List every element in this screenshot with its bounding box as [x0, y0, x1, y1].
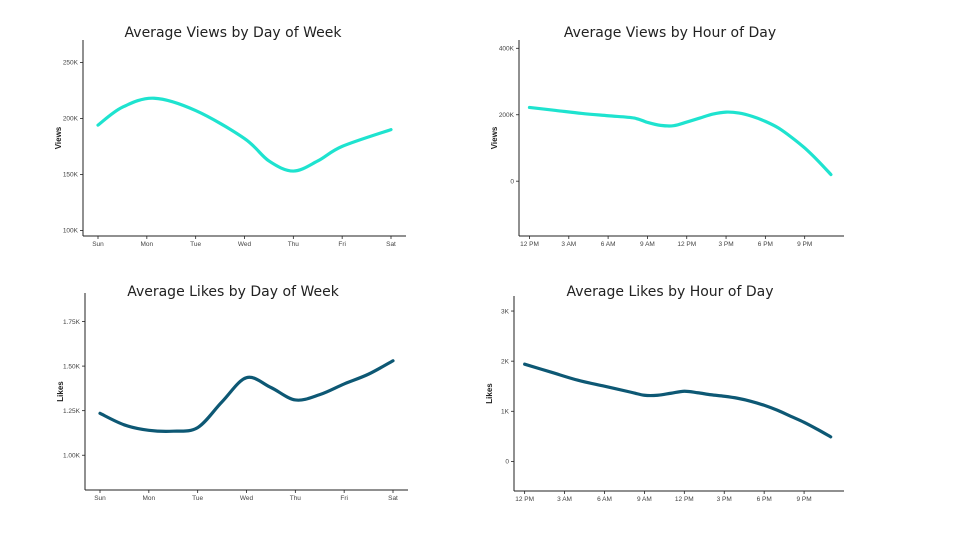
- chart-svg: Average Likes by Hour of Day 0 1K 2K 3K 12 PM…: [485, 284, 844, 503]
- y-tick-label: 200K: [499, 112, 515, 119]
- chart-likes-by-hour: Average Likes by Hour of Day 0 1K 2K 3K 12 PM…: [485, 276, 980, 551]
- y-tick-label: 250K: [63, 60, 79, 67]
- y-tick-label: 1.25K: [63, 408, 81, 415]
- y-tick-label: 1K: [501, 409, 510, 416]
- x-tick-label: Sat: [386, 241, 396, 248]
- y-tick-label: 200K: [63, 116, 79, 123]
- x-tick-label: 12 PM: [520, 241, 539, 248]
- y-tick-label: 0: [510, 178, 514, 185]
- x-tick-label: 9 AM: [637, 496, 652, 503]
- x-tick-label: 6 AM: [601, 241, 616, 248]
- x-tick-label: 9 PM: [796, 496, 811, 503]
- chart-svg: Average Views by Day of Week 100K 150K 200K…: [54, 25, 406, 248]
- x-tick-label: Tue: [192, 495, 203, 502]
- chart-svg: Average Views by Hour of Day 0 200K 400K 12 …: [490, 25, 844, 248]
- chart-views-by-day: Average Views by Day of Week 100K 150K 200K…: [0, 0, 490, 276]
- x-tick-label: 6 PM: [758, 241, 773, 248]
- x-tick-label: Sat: [388, 495, 398, 502]
- y-axis-title: Views: [54, 126, 63, 149]
- y-tick-label: 100K: [63, 228, 79, 235]
- x-tick-label: 9 PM: [797, 241, 812, 248]
- x-tick-label: Sun: [92, 241, 104, 248]
- chart-likes-by-day: Average Likes by Day of Week 1.00K 1.25K 1.…: [0, 276, 490, 551]
- y-axis-title: Likes: [56, 381, 65, 402]
- x-tick-label: 6 AM: [597, 496, 612, 503]
- y-tick-label: 2K: [501, 358, 510, 365]
- y-tick-label: 3K: [501, 308, 510, 315]
- x-tick-label: 9 AM: [640, 241, 655, 248]
- x-tick-label: 12 PM: [515, 496, 534, 503]
- x-tick-label: 3 AM: [557, 496, 572, 503]
- y-tick-label: 1.75K: [63, 319, 81, 326]
- x-tick-label: Tue: [190, 241, 201, 248]
- series-line: [98, 359, 395, 433]
- x-tick-label: 12 PM: [677, 241, 696, 248]
- x-tick-label: Thu: [288, 241, 300, 248]
- x-tick-label: 3 PM: [718, 241, 733, 248]
- y-tick-label: 1.00K: [63, 453, 81, 460]
- x-tick-label: 3 PM: [717, 496, 732, 503]
- chart-views-by-hour: Average Views by Hour of Day 0 200K 400K 12 …: [490, 0, 980, 276]
- y-axis-title: Views: [490, 126, 499, 149]
- series-line: [96, 96, 393, 173]
- x-tick-label: Wed: [240, 495, 254, 502]
- x-tick-label: Mon: [143, 495, 156, 502]
- chart-title: Average Likes by Hour of Day: [567, 284, 774, 300]
- x-tick-label: Sun: [94, 495, 106, 502]
- y-tick-label: 150K: [63, 172, 79, 179]
- chart-title: Average Views by Day of Week: [125, 25, 343, 41]
- y-tick-label: 1.50K: [63, 363, 81, 370]
- x-tick-label: Thu: [290, 495, 302, 502]
- y-tick-label: 0: [505, 459, 509, 466]
- x-tick-label: 12 PM: [675, 496, 694, 503]
- x-tick-label: Wed: [238, 241, 252, 248]
- x-tick-label: Fri: [338, 241, 346, 248]
- x-tick-label: 6 PM: [757, 496, 772, 503]
- series-line: [527, 105, 833, 177]
- x-tick-label: 3 AM: [561, 241, 576, 248]
- series-line: [523, 362, 833, 439]
- x-tick-label: Fri: [340, 495, 348, 502]
- x-tick-label: Mon: [141, 241, 154, 248]
- y-axis-title: Likes: [485, 383, 494, 404]
- chart-title: Average Likes by Day of Week: [127, 284, 340, 300]
- y-tick-label: 400K: [499, 46, 515, 53]
- chart-svg: Average Likes by Day of Week 1.00K 1.25K 1.…: [56, 284, 408, 502]
- chart-title: Average Views by Hour of Day: [564, 25, 776, 41]
